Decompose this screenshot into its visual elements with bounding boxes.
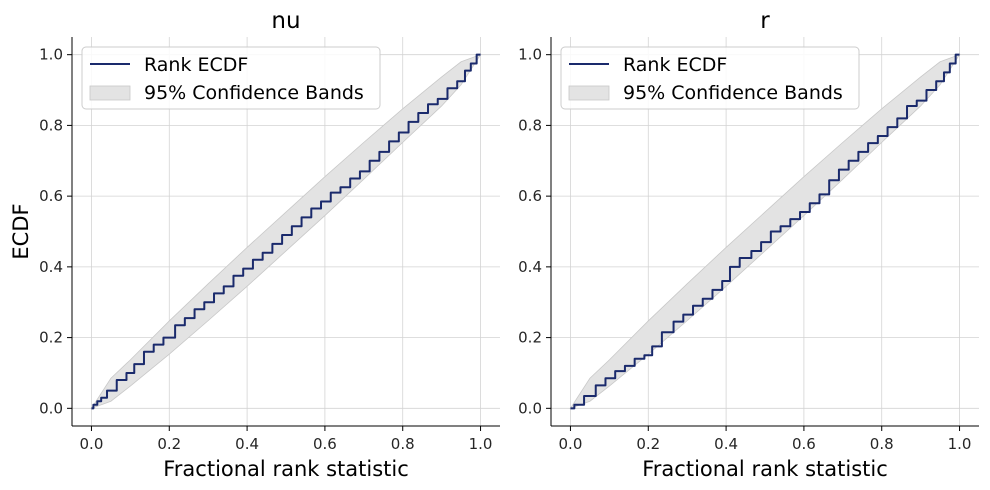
panel-nu: 0.0 0.2 0.4 0.6 0.8 1.0 0.0 0.2 0.4 0.6 0.8 1.0 nu Fr…	[9, 8, 500, 481]
x-tick-label: 0.6	[313, 435, 337, 453]
legend-band-label: 95% Confidence Bands	[623, 82, 843, 104]
legend-band-swatch	[568, 85, 610, 101]
legend-box	[560, 46, 860, 110]
y-tick-label: 0.2	[518, 329, 542, 347]
legend-ecdf-label: Rank ECDF	[144, 54, 248, 76]
x-tick-label: 0.8	[391, 435, 415, 453]
legend-ecdf-label: Rank ECDF	[623, 54, 727, 76]
x-tick-label: 0.4	[235, 435, 259, 453]
panel-r: 0.0 0.2 0.4 0.6 0.8 1.0 0.0 0.2 0.4 0.6 0.8 1.0 r Fra…	[518, 8, 979, 481]
y-axis-label: ECDF	[9, 203, 33, 259]
y-tick-label: 0.8	[39, 116, 63, 134]
x-tick-label: 0.0	[559, 435, 583, 453]
legend-band-swatch	[89, 85, 131, 101]
y-tick-label: 0.6	[518, 187, 542, 205]
x-axis-label: Fractional rank statistic	[642, 457, 888, 481]
y-tick-label: 1.0	[518, 46, 542, 64]
y-tick-label: 0.6	[39, 187, 63, 205]
x-axis-label: Fractional rank statistic	[163, 457, 409, 481]
y-tick-label: 0.0	[518, 399, 542, 417]
y-tick-label: 1.0	[39, 46, 63, 64]
legend-band-label: 95% Confidence Bands	[144, 82, 364, 104]
x-tick-label: 0.4	[714, 435, 738, 453]
x-tick-label: 0.8	[870, 435, 894, 453]
x-tick-label: 0.2	[157, 435, 181, 453]
x-tick-label: 0.0	[80, 435, 104, 453]
chart-title: r	[760, 8, 770, 34]
rank-ecdf-line	[91, 53, 481, 410]
y-tick-label: 0.4	[518, 258, 542, 276]
chart-title: nu	[271, 8, 300, 34]
rank-ecdf-line	[570, 53, 960, 410]
y-tick-label: 0.8	[518, 116, 542, 134]
x-tick-label: 1.0	[948, 435, 972, 453]
y-tick-label: 0.2	[39, 329, 63, 347]
y-tick-label: 0.4	[39, 258, 63, 276]
legend-box	[81, 46, 381, 110]
x-tick-label: 1.0	[469, 435, 493, 453]
x-tick-label: 0.6	[792, 435, 816, 453]
y-tick-label: 0.0	[39, 399, 63, 417]
x-tick-label: 0.2	[636, 435, 660, 453]
